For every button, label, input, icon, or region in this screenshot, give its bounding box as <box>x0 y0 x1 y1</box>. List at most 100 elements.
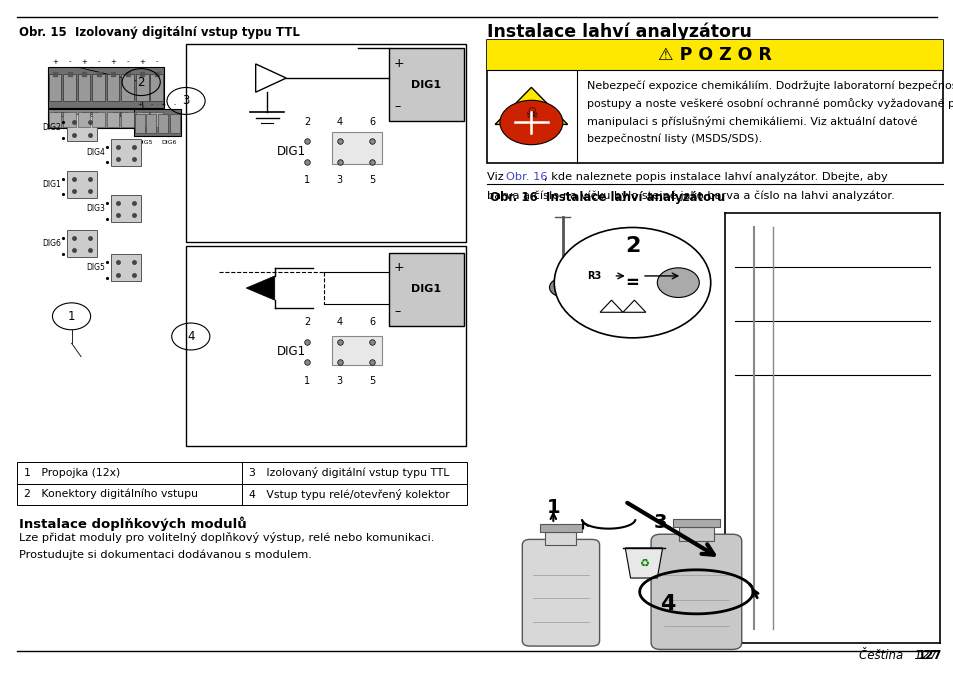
Text: DIG5: DIG5 <box>137 140 153 145</box>
Text: 3   Izolovaný digitální vstup typu TTL: 3 Izolovaný digitální vstup typu TTL <box>249 468 449 479</box>
Text: 4   Vstup typu relé/otevřený kolektor: 4 Vstup typu relé/otevřený kolektor <box>249 489 449 499</box>
Text: Nebezpečí expozice chemikáliím. Dodržujte laboratorní bezpečnostní: Nebezpečí expozice chemikáliím. Dodržujt… <box>586 81 953 92</box>
Text: 4: 4 <box>336 317 342 327</box>
Text: DIG5: DIG5 <box>86 263 105 273</box>
Text: , kde naleznete popis instalace lahví analyzátor. Dbejte, aby: , kde naleznete popis instalace lahví an… <box>543 172 886 182</box>
Bar <box>111 139 141 166</box>
Text: bezpečnostní listy (MSDS/SDS).: bezpečnostní listy (MSDS/SDS). <box>586 133 761 144</box>
Text: DIG3: DIG3 <box>86 204 105 213</box>
Text: DIG1: DIG1 <box>276 145 306 158</box>
Text: –: – <box>394 305 400 318</box>
Bar <box>135 74 149 101</box>
Text: –: – <box>394 100 400 113</box>
Text: 1: 1 <box>304 175 310 185</box>
Bar <box>67 171 97 198</box>
Text: +: + <box>111 59 116 65</box>
Bar <box>121 112 133 127</box>
Text: DIG1: DIG1 <box>411 285 441 294</box>
Text: DIG1: DIG1 <box>53 112 71 118</box>
Bar <box>134 114 145 133</box>
Polygon shape <box>495 87 567 125</box>
Bar <box>77 112 91 127</box>
Text: DIG6: DIG6 <box>161 140 177 145</box>
Bar <box>186 246 465 446</box>
Text: +: + <box>136 102 142 107</box>
Bar <box>17 484 467 505</box>
Text: 3: 3 <box>653 513 666 532</box>
Circle shape <box>657 268 699 297</box>
Bar <box>135 112 149 127</box>
Bar <box>111 195 141 222</box>
Bar <box>48 109 164 128</box>
Text: 3: 3 <box>182 94 190 108</box>
Circle shape <box>499 100 562 145</box>
Bar <box>545 532 576 545</box>
Text: -: - <box>155 59 158 65</box>
Text: DIG1: DIG1 <box>42 180 61 189</box>
Text: Čeština   127: Čeština 127 <box>858 649 936 662</box>
Text: 1: 1 <box>304 376 310 386</box>
Text: DIG3: DIG3 <box>112 112 129 118</box>
Text: 4: 4 <box>659 594 675 614</box>
Text: Obr. 16  Instalace lahví analyzátoru: Obr. 16 Instalace lahví analyzátoru <box>490 191 725 204</box>
Bar <box>49 112 61 127</box>
FancyBboxPatch shape <box>522 540 598 646</box>
Text: 2: 2 <box>137 75 145 89</box>
Text: DIG2: DIG2 <box>83 112 100 118</box>
Text: ☠: ☠ <box>524 107 537 120</box>
Bar <box>332 132 381 164</box>
Bar <box>111 254 141 281</box>
Text: -: - <box>127 59 129 65</box>
Bar <box>92 74 105 101</box>
Text: 4: 4 <box>336 116 342 127</box>
Text: 6: 6 <box>369 116 375 127</box>
Bar <box>151 74 163 101</box>
Text: 5: 5 <box>369 175 375 185</box>
Text: DIG4: DIG4 <box>86 147 105 157</box>
Text: 1: 1 <box>68 310 75 323</box>
Text: Prostudujte si dokumentaci dodávanou s modulem.: Prostudujte si dokumentaci dodávanou s m… <box>19 549 312 560</box>
Text: =: = <box>625 274 639 291</box>
Bar <box>67 230 97 257</box>
Text: Instalace lahví analyzátoru: Instalace lahví analyzátoru <box>486 23 751 41</box>
Bar <box>186 44 465 242</box>
Bar <box>678 527 714 541</box>
Text: ⚠ P O Z O R: ⚠ P O Z O R <box>657 46 771 64</box>
Text: 5: 5 <box>369 376 375 386</box>
Bar <box>63 112 75 127</box>
Text: 2: 2 <box>304 116 310 127</box>
Text: +: + <box>160 102 166 107</box>
Text: 2: 2 <box>624 236 639 256</box>
Bar <box>77 74 91 101</box>
Text: 127: 127 <box>917 649 942 662</box>
Text: manipulaci s příslušnými chemikáliemi. Viz aktuální datové: manipulaci s příslušnými chemikáliemi. V… <box>586 116 916 127</box>
Bar <box>332 336 381 365</box>
Text: +: + <box>394 261 404 274</box>
Bar <box>158 114 168 133</box>
Text: 2   Konektory digitálního vstupu: 2 Konektory digitálního vstupu <box>24 489 197 499</box>
Text: -: - <box>174 102 176 107</box>
Bar <box>107 112 119 127</box>
Text: -: - <box>97 59 100 65</box>
Bar <box>151 112 163 127</box>
Bar <box>92 112 105 127</box>
FancyBboxPatch shape <box>650 534 741 649</box>
Text: 6: 6 <box>369 317 375 327</box>
Bar <box>67 114 97 141</box>
Bar <box>170 114 180 133</box>
Text: postupy a noste veškeré osobní ochranné pomůcky vyžadované pro: postupy a noste veškeré osobní ochranné … <box>586 98 953 109</box>
Polygon shape <box>624 548 662 578</box>
Text: +: + <box>139 59 145 65</box>
Text: ♻: ♻ <box>639 558 648 568</box>
Text: 1   Propojka (12x): 1 Propojka (12x) <box>24 468 120 478</box>
Text: DIG4: DIG4 <box>141 112 158 118</box>
Text: 3: 3 <box>336 376 342 386</box>
Circle shape <box>554 227 710 338</box>
Bar <box>48 67 164 108</box>
Text: +: + <box>52 59 58 65</box>
Text: Obr. 16: Obr. 16 <box>505 172 547 182</box>
Text: DIG1: DIG1 <box>411 80 441 90</box>
Text: Viz: Viz <box>486 172 506 182</box>
Text: barva a číslo na víčku bylo stejné jako barva a číslo na lahvi analyzátor.: barva a číslo na víčku bylo stejné jako … <box>486 190 893 201</box>
Bar <box>121 74 133 101</box>
